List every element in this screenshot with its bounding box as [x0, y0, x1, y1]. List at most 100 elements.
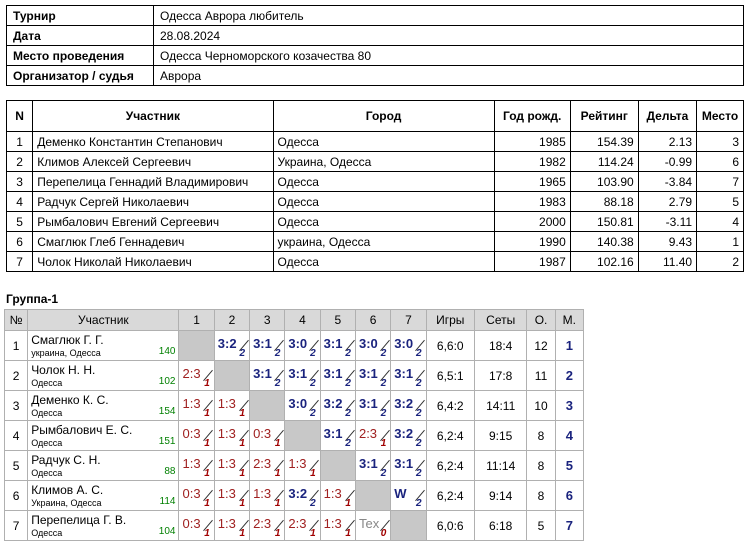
sets-cell: 18:4 — [473, 330, 528, 361]
participant-city: Одесса — [31, 407, 63, 418]
match-points: 2 — [416, 408, 422, 419]
match-cell: 1:3 1 — [213, 510, 251, 541]
match-cell: Tex 0 — [354, 510, 392, 541]
match-score: Tex — [358, 516, 380, 531]
match-cell: 3:2 2 — [284, 480, 321, 511]
table-cell: 4 — [696, 211, 744, 232]
row-number: 4 — [3, 420, 29, 451]
table-cell: 7 — [696, 171, 744, 192]
match-cell: 3:2 2 — [390, 390, 427, 421]
info-value: 28.08.2024 — [153, 25, 744, 46]
table-cell: Климов Алексей Сергеевич — [32, 151, 274, 172]
table-row: 7 Перепелица Г. В. Одесса 104 0:3 1 1:3 1 2:3 1 2:… — [3, 510, 585, 541]
participant-rating: 114 — [159, 496, 176, 507]
match-score: 1:3 — [217, 516, 236, 531]
info-value: Одесса Черноморского козачества 80 — [153, 45, 744, 66]
participant-city: украина, Одесса — [31, 347, 101, 358]
match-score: 1:3 — [323, 486, 342, 501]
table-cell: украина, Одесса — [272, 231, 495, 252]
match-points: 1 — [274, 498, 281, 509]
match-points: 2 — [310, 348, 316, 359]
table-row: 7 Чолок Николай Николаевич Одесса 1987 102.1… — [5, 251, 744, 272]
diagonal-cell — [249, 390, 286, 421]
participant-city: Одесса — [31, 377, 63, 388]
participant-cell: Деменко К. С. Одесса 154 — [27, 390, 180, 421]
points-cell: 11 — [526, 360, 556, 391]
match-score: 3:0 — [358, 336, 378, 351]
points-cell: 12 — [526, 330, 556, 361]
match-cell: 1:3 1 — [213, 480, 251, 511]
table-cell: -0.99 — [637, 151, 698, 172]
match-score: 3:2 — [217, 336, 237, 351]
match-cell: 3:0 2 — [284, 330, 321, 361]
match-cell: 3:1 2 — [390, 450, 427, 481]
match-points: 2 — [345, 438, 351, 449]
games-cell: 6,4:2 — [425, 390, 475, 421]
table-cell: Смаглюк Глеб Геннадевич — [32, 231, 274, 252]
participant-name: Чолок Н. Н. — [31, 362, 96, 377]
participant-cell: Чолок Н. Н. Одесса 102 — [27, 360, 180, 391]
match-cell: 0:3 1 — [178, 420, 215, 451]
match-score: 1:3 — [217, 486, 236, 501]
row-number: 2 — [3, 360, 29, 391]
match-cell: 3:0 2 — [390, 330, 427, 361]
table-cell: Рымбалович Евгений Сергеевич — [32, 211, 274, 232]
table-cell: Одесса — [272, 171, 495, 192]
match-score: 3:0 — [288, 396, 308, 411]
games-cell: 6,2:4 — [425, 420, 475, 451]
table-cell: Одесса — [272, 191, 495, 212]
column-header: N — [5, 100, 34, 132]
match-points: 2 — [345, 348, 351, 359]
sets-cell: 17:8 — [473, 360, 528, 391]
table-row: 1 Смаглюк Г. Г. украина, Одесса 140 3:2 2 3:1 2… — [3, 330, 585, 361]
match-points: 1 — [204, 378, 210, 389]
sets-cell: 6:18 — [473, 510, 528, 541]
match-points: 1 — [274, 468, 281, 479]
row-number: 5 — [3, 450, 29, 481]
match-points: 2 — [274, 378, 281, 389]
match-points: 2 — [416, 348, 422, 359]
match-score: 3:1 — [323, 366, 343, 381]
match-score: 0:3 — [253, 426, 272, 441]
place-cell: 4 — [554, 420, 585, 451]
match-cell: 0:3 1 — [249, 420, 286, 451]
sets-cell: 9:14 — [473, 480, 528, 511]
match-cell: 2:3 1 — [178, 360, 215, 391]
diagonal-cell — [284, 420, 321, 451]
table-cell: 2.79 — [637, 191, 698, 212]
match-points: 1 — [204, 438, 210, 449]
match-cell: 1:3 1 — [178, 390, 215, 421]
match-score: 3:1 — [323, 426, 343, 441]
participant-name: Радчук С. Н. — [31, 452, 101, 467]
match-points: 1 — [345, 528, 351, 539]
table-cell: Перепелица Геннадий Владимирович — [32, 171, 274, 192]
table-cell: 3 — [696, 131, 744, 152]
info-row: Организатор / судья Аврора — [6, 65, 744, 86]
match-cell: 1:3 1 — [249, 480, 286, 511]
participant-name: Рымбалович Е. С. — [31, 422, 133, 437]
diagonal-cell — [213, 360, 251, 391]
match-points: 2 — [416, 438, 422, 449]
table-row: 6 Смаглюк Глеб Геннадевич украина, Одесса 1… — [5, 231, 744, 252]
match-score: 0:3 — [182, 426, 201, 441]
match-score: 3:1 — [358, 456, 378, 471]
column-header: М. — [554, 309, 585, 331]
table-cell: 154.39 — [569, 131, 639, 152]
match-cell: 3:0 2 — [354, 330, 392, 361]
match-score: 3:0 — [288, 336, 308, 351]
games-cell: 6,2:4 — [425, 480, 475, 511]
participant-name: Климов А. С. — [31, 482, 104, 497]
match-score: 3:1 — [253, 366, 272, 381]
participant-cell: Смаглюк Г. Г. украина, Одесса 140 — [27, 330, 180, 361]
match-score: W — [394, 486, 407, 501]
match-cell: 2:3 1 — [249, 450, 286, 481]
table-cell: 1965 — [493, 171, 571, 192]
participant-cell: Рымбалович Е. С. Одесса 151 — [27, 420, 180, 451]
match-points: 2 — [416, 468, 422, 479]
row-number: 6 — [3, 480, 29, 511]
table-cell: 11.40 — [637, 251, 698, 272]
match-score: 3:1 — [288, 366, 308, 381]
table-cell: 7 — [5, 251, 34, 272]
match-score: 3:1 — [394, 456, 414, 471]
